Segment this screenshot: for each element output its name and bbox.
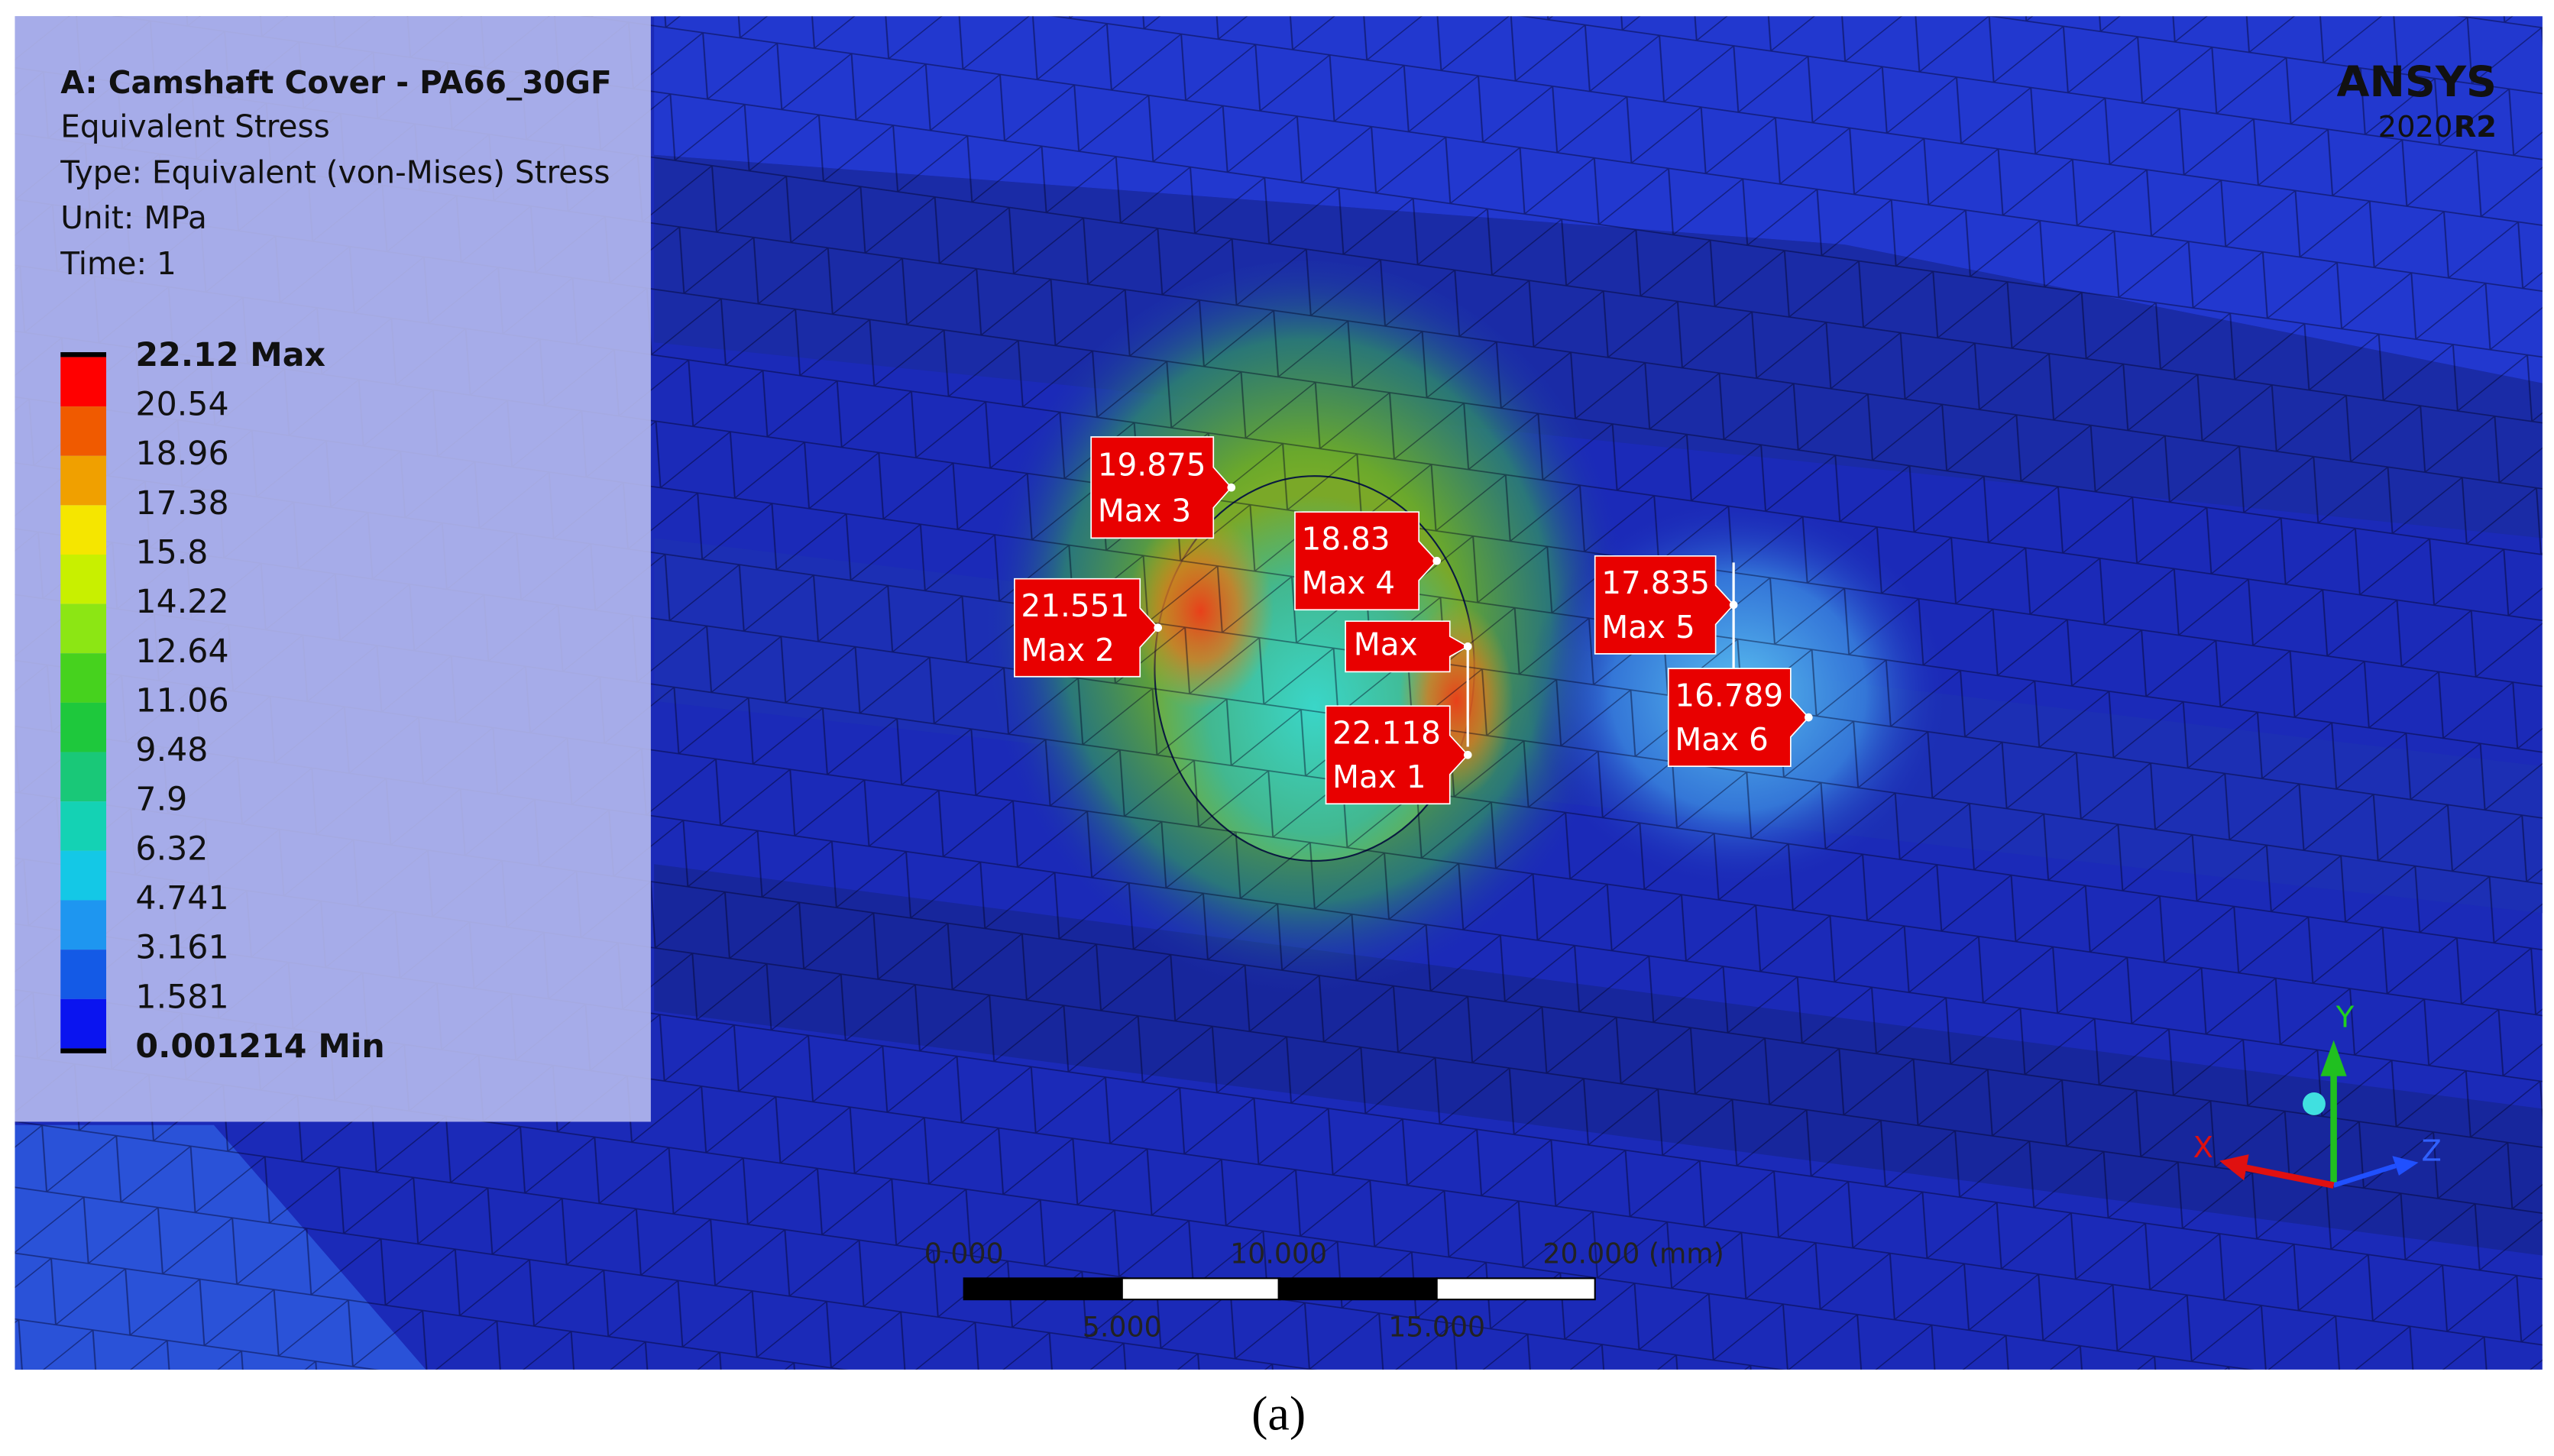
probe-flag xyxy=(1345,620,1469,673)
scale-segment xyxy=(1436,1277,1596,1301)
legend-level: 22.12 Max xyxy=(135,336,325,374)
probe-value: 19.875 xyxy=(1098,447,1206,484)
probe-point xyxy=(1463,750,1472,759)
legend-line: Equivalent Stress xyxy=(60,108,329,145)
axis-y-label: Y xyxy=(2336,1000,2355,1034)
logo-brand: ANSYS xyxy=(2337,57,2497,107)
probe-value: 18.83 xyxy=(1302,521,1390,558)
probe-point xyxy=(1804,713,1813,722)
legend-level: 12.64 xyxy=(135,633,228,671)
probe-point xyxy=(1432,556,1442,565)
scale-segment xyxy=(963,1277,1123,1301)
legend-band xyxy=(60,653,107,703)
scale-label: 20.000 (mm) xyxy=(1542,1237,1724,1270)
scale-label: 15.000 xyxy=(1388,1311,1485,1344)
legend-band xyxy=(60,406,107,456)
legend-band xyxy=(60,801,107,851)
probe-label: Max 4 xyxy=(1302,565,1396,601)
probe-flag xyxy=(1594,555,1735,655)
probe-point xyxy=(1463,642,1472,651)
axis-z-label: Z xyxy=(2421,1134,2441,1169)
legend-band xyxy=(60,850,107,901)
legend-level: 1.581 xyxy=(135,978,228,1016)
caption: (a) xyxy=(1251,1386,1306,1441)
legend-level: 11.06 xyxy=(135,681,228,720)
probe-value: 21.551 xyxy=(1021,587,1129,624)
probe-flag xyxy=(1090,436,1232,539)
legend: A: Camshaft Cover - PA66_30GF Equivalent … xyxy=(60,64,611,1066)
axis-x-label: X xyxy=(2193,1131,2213,1165)
axis-triad: Y Z X xyxy=(2193,1000,2442,1189)
legend-line: Unit: MPa xyxy=(60,199,207,236)
axis-x-head xyxy=(2219,1154,2249,1181)
legend-line: Type: Equivalent (von-Mises) Stress xyxy=(60,154,610,190)
legend-level: 20.54 xyxy=(135,386,228,424)
legend-band xyxy=(60,702,107,752)
triad-origin xyxy=(2303,1092,2326,1115)
axis-z-head xyxy=(2392,1156,2419,1176)
probe-label: Max 2 xyxy=(1021,632,1115,668)
legend-level: 9.48 xyxy=(135,731,208,769)
legend-title: A: Camshaft Cover - PA66_30GF xyxy=(60,64,611,101)
axis-z xyxy=(2332,1163,2397,1188)
legend-band xyxy=(60,505,107,555)
axis-y-head xyxy=(2320,1040,2347,1076)
legend-level: 7.9 xyxy=(135,781,187,819)
scale-label: 0.000 xyxy=(924,1237,1004,1270)
legend-level: 14.22 xyxy=(135,583,228,621)
legend-panel xyxy=(15,16,651,1122)
legend-band xyxy=(60,900,107,950)
logo-release: R2 xyxy=(2454,110,2497,144)
legend-level: 15.8 xyxy=(135,533,208,571)
legend-band xyxy=(60,455,107,506)
logo-year: 2020 xyxy=(2378,110,2453,144)
legend-level: 18.96 xyxy=(135,435,228,473)
axis-x xyxy=(2243,1164,2335,1189)
legend-cap xyxy=(60,1048,107,1053)
scale-label: 10.000 xyxy=(1230,1237,1327,1270)
probe-flag xyxy=(1325,705,1469,805)
probe-label: Max xyxy=(1354,626,1418,662)
scale-segment xyxy=(1277,1277,1438,1301)
probe-point xyxy=(1227,483,1236,492)
scale-segment xyxy=(1121,1277,1281,1301)
legend-band xyxy=(60,950,107,999)
probe-value: 16.789 xyxy=(1675,678,1783,714)
legend-band xyxy=(60,752,107,802)
legend-cap xyxy=(60,352,107,358)
legend-band xyxy=(60,998,107,1049)
probe-flag xyxy=(1014,578,1159,678)
legend-level: 3.161 xyxy=(135,929,228,967)
probe-label: Max 3 xyxy=(1098,492,1192,529)
probe-label: Max 5 xyxy=(1601,609,1695,645)
legend-level: 6.32 xyxy=(135,830,208,868)
legend-line: Time: 1 xyxy=(60,245,176,282)
probe-label: Max 6 xyxy=(1675,721,1769,758)
probe-point xyxy=(1154,623,1163,633)
scale-label: 5.000 xyxy=(1083,1311,1162,1344)
probe-value: 17.835 xyxy=(1601,565,1710,601)
probe-value: 22.118 xyxy=(1332,715,1441,752)
legend-band xyxy=(60,357,107,407)
legend-band xyxy=(60,554,107,604)
legend-band xyxy=(60,603,107,654)
legend-level: 4.741 xyxy=(135,879,228,917)
probe-point xyxy=(1729,600,1738,610)
probe-flag xyxy=(1294,511,1438,611)
probe-label: Max 1 xyxy=(1332,759,1426,795)
probes: 19.875 Max 3 21.551 Max 2 18.83 Max 4 Max 22.11… xyxy=(1014,436,1813,805)
probe-flag xyxy=(1667,668,1810,768)
legend-level: 17.38 xyxy=(135,484,228,523)
scale-bar: 0.000 10.000 20.000 (mm) 5.000 15.000 xyxy=(924,1237,1724,1343)
legend-level: 0.001214 Min xyxy=(135,1027,384,1066)
